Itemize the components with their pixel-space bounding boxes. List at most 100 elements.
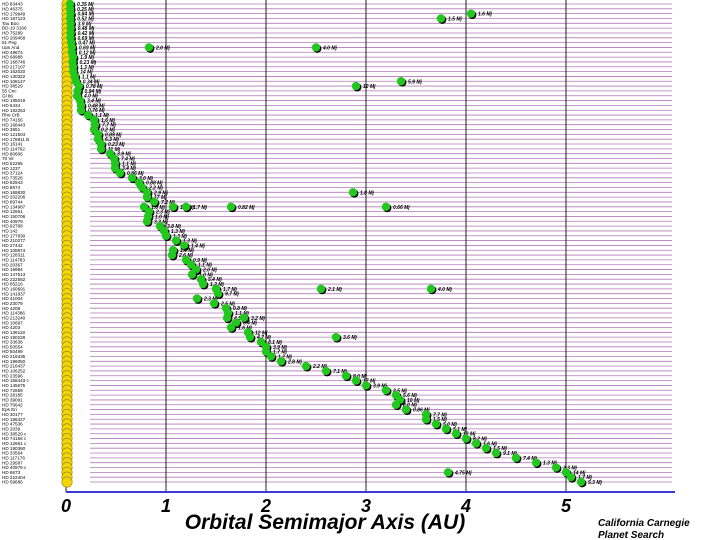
planet-marker [341,371,351,380]
planet-mass-label: 12 Mj [463,432,476,438]
planet-mass-label: 5.6 Mj [403,393,418,399]
star-name-label: HD 142 [2,229,18,234]
planet-mass-label: 4.75 Mj [454,470,472,476]
planet-mass-label: 0.84 Mj [85,89,102,95]
planet-mass-label: 1.9 Mj [80,55,95,61]
planet-mass-label: 1.0 Mj [155,214,170,220]
star-name-label: HD 1237 [2,166,21,171]
star-name-label: HD 192263 [2,108,26,113]
planet-marker [115,168,125,178]
x-axis-title: Orbital Semimajor Axis (AU) [185,511,465,534]
star-name-label: HD 72659 [2,388,23,393]
star-name-label: HD 40979 [2,219,23,224]
planet-mass-label: 1.6 Mj [101,118,116,124]
planet-mass-label: 1.1 Mj [95,113,110,119]
star-name-label: HD 70642 [2,402,23,407]
planet-marker [167,250,177,260]
planet-mass-label: 0.25 Mj [77,7,94,13]
star-name-label: HD 209458 [2,35,26,40]
planet-mass-label: 7.2 Mj [161,200,176,206]
planet-mass-label: 17 Mj [154,195,167,201]
star-name-label: HD 145675 [2,383,26,388]
planet-mass-label: 1.7 Mj [223,287,238,293]
star-name-label: HD 117176 [2,455,25,460]
planet-mass-label: 1.4 Mj [191,243,206,249]
planet-mass-label: 3.2 Mj [251,316,266,322]
star-name-label: 70 Vir [2,156,14,161]
planet-marker [266,352,276,361]
planet-mass-label: 0.8 Mj [233,306,248,312]
planet-marker [491,448,501,458]
planet-mass-label: 1.6 Mj [478,12,493,18]
star-name-label: 51 Peg [2,40,17,45]
planet-mass-label: 0.52 Mj [77,16,94,22]
star-name-label: HD 59686 [2,480,23,485]
star-name-label: HD 6434 [2,103,21,108]
x-tick-label: 3 [361,496,371,516]
planet-marker [226,202,236,211]
star-name-label: HD 141937 [2,291,26,296]
star-name-label: HD 23079 [2,301,23,306]
star-name-label: HD 213240 [2,315,26,320]
planet-mass-label: 2.3 Mj [203,297,219,303]
planet-marker [441,424,451,434]
planet-marker [76,106,86,115]
star-name-label: HD 222582 [2,277,26,282]
planet-mass-label: 1.6 Mj [180,248,195,254]
planet-mass-label: 12 Mj [255,330,268,336]
planet-mass-label: 1.7 Mj [193,205,208,211]
planet-mass-label: 0.82 Mj [238,205,255,211]
planet-marker [443,468,453,477]
star-name-label: HD 130322 [2,74,26,79]
planet-marker [396,77,406,86]
star-name-label: HD 4208 [2,306,21,311]
x-tick-label: 5 [561,496,572,516]
planet-mass-label: 6.3 Mj [105,137,120,143]
star-name-label: HD 27442 [2,243,23,248]
planet-mass-label: 0.84 Mj [78,12,95,18]
planet-mass-label: 1.1 Mj [122,161,137,167]
star-name-label: 55 Cnc [2,89,17,94]
planet-marker [187,270,197,279]
star-name-label: HD 178911 B [2,137,29,142]
planet-mass-label: 0.23 Mj [80,60,97,66]
star-name-label: HD 195019 [2,98,26,103]
planet-mass-label: 10 Mj [407,398,420,404]
planet-mass-label: 1.6 Mj [151,205,166,211]
star-name-label: HD 210277 [2,238,26,243]
star-name-label: HD 33564 [2,451,23,456]
planet-mass-label: 7.7 Mj [433,412,448,418]
star-name-label: HD 52265 [2,161,23,166]
star-name-label: HD 75289 [2,31,23,36]
planet-marker [451,429,461,438]
planet-mass-label: 7.4 Mj [121,157,136,163]
star-name-label: HD 65216 [2,282,23,287]
star-name-label: HD 114386 [2,311,25,316]
planet-mass-label: 1.3 Mj [183,239,198,245]
planet-marker [213,289,223,298]
planet-mass-label: 3.4 Mj [87,99,102,105]
planet-marker [127,173,137,183]
planet-marker [181,202,191,211]
planet-mass-label: 4.0 Mj [83,94,99,100]
x-tick-label: 2 [260,496,271,516]
star-name-label: HD 136118 [2,330,25,335]
planet-mass-label: 1.6 Mj [483,441,498,447]
planet-mass-label: 1.5 Mj [433,417,448,423]
planet-mass-label: 0.2 Mj [101,128,116,134]
planet-marker [142,192,152,202]
planet-marker [83,110,93,120]
planet-mass-label: 1.3 Mj [543,461,558,467]
star-name-label: HD 83443 [2,2,23,7]
planet-marker [481,444,491,453]
credit-line-2: Planet Search [598,530,664,540]
star-name-label: HD 80606 [2,151,23,156]
planet-marker [144,43,154,52]
planet-marker [198,279,208,289]
star-name-label: HD 3651 [2,127,21,132]
planet-marker [222,313,232,323]
star-name-label: HD 160691 [2,286,26,291]
star-name-label: Rho CrB [2,113,20,118]
star-name-label: HD 186427 [2,417,26,422]
